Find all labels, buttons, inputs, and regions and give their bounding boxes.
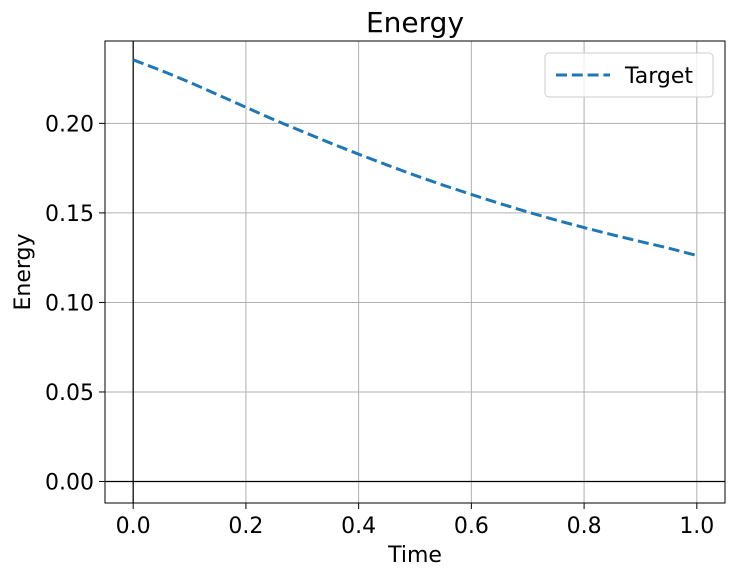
y-tick-label: 0.00: [45, 471, 94, 496]
x-tick-label: 1.0: [679, 514, 714, 539]
series-layer: [132, 58, 698, 257]
grid-lines: [105, 41, 725, 503]
y-tick-label: 0.10: [45, 291, 94, 316]
x-tick-label: 0.0: [116, 514, 151, 539]
y-tick-label: 0.15: [45, 202, 94, 227]
zero-lines: [105, 41, 725, 503]
chart-title: Energy: [366, 6, 464, 39]
y-axis-label: Energy: [11, 233, 36, 310]
series-line-target: [132, 58, 698, 257]
x-tick-label: 0.8: [567, 514, 602, 539]
x-tick-label: 0.2: [228, 514, 263, 539]
legend-box: [544, 52, 714, 98]
plot-frame: [104, 40, 726, 504]
x-axis-label: Time: [387, 543, 442, 568]
legend-label-target: Target: [624, 64, 693, 89]
x-ticks: 0.0 0.2 0.4 0.6 0.8 1.0: [116, 503, 714, 539]
x-tick-label: 0.4: [341, 514, 376, 539]
legend: Target: [544, 52, 714, 98]
y-tick-label: 0.05: [45, 381, 94, 406]
y-tick-label: 0.20: [45, 112, 94, 137]
x-tick-label: 0.6: [454, 514, 489, 539]
y-ticks: 0.00 0.05 0.10 0.15 0.20: [45, 112, 105, 496]
